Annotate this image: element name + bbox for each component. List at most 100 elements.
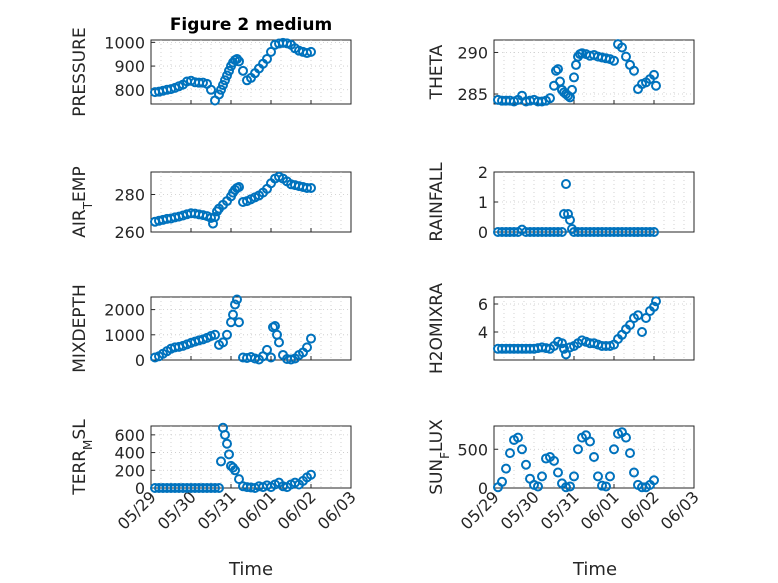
data-point [553, 64, 563, 75]
data-point [569, 471, 579, 482]
y-axis-label-rainfall: RAINFALL [427, 162, 447, 242]
x-tick-label: 06/01 [577, 487, 623, 533]
y-tick-label: 0 [478, 223, 488, 242]
subplot-terr-msl: 05/2905/3005/3106/0106/0206/030200400600… [70, 419, 360, 534]
data-point [593, 471, 603, 482]
data-point [553, 227, 563, 237]
subplot-h2omixra: 4 6 H2OMIXRA [427, 283, 695, 374]
data-point [220, 429, 230, 440]
data-point [234, 474, 244, 485]
data-point [234, 182, 244, 192]
y-tick-label: 0 [135, 351, 145, 370]
data-point [224, 65, 234, 76]
data-point [206, 212, 216, 223]
data-point [609, 55, 619, 66]
data-point [609, 444, 619, 455]
data-point [649, 69, 659, 80]
y-tick-label: 2 [478, 163, 488, 182]
x-tick-label: 06/02 [274, 487, 320, 533]
y-tick-label: 0 [135, 479, 145, 498]
data-point [497, 476, 507, 487]
y-tick-label: 0 [478, 479, 488, 498]
data-point [501, 463, 511, 474]
data-point [597, 480, 607, 491]
data-point [557, 338, 567, 349]
data-point [589, 452, 599, 462]
data-point [238, 65, 248, 76]
data-point [214, 483, 224, 493]
data-point [234, 56, 244, 67]
data-point [649, 475, 659, 486]
data-point [222, 70, 232, 81]
y-axis-label-h2omixra: H2OMIXRA [427, 283, 447, 374]
data-point [567, 84, 577, 95]
x-axis-label-right: Time [572, 559, 617, 580]
data-point [553, 467, 563, 478]
data-point [302, 342, 312, 353]
y-axis-label-terr-msl: TERRMSL [70, 419, 95, 496]
y-axis-label-air-temp: AIRTEMP [70, 166, 95, 237]
data-point [561, 482, 571, 493]
subplot-rainfall: 0 1 2 RAINFALL [427, 162, 695, 242]
data-point [218, 80, 228, 91]
data-point [232, 53, 242, 64]
data-point [232, 294, 242, 305]
data-point [224, 449, 234, 460]
data-point [651, 80, 661, 91]
subplot-air-temp: 260 280 AIRTEMP [70, 166, 352, 242]
y-tick-label: 4 [478, 323, 488, 342]
data-point [266, 352, 276, 363]
data-point [306, 46, 316, 57]
data-point [637, 327, 647, 337]
data-point [214, 89, 224, 100]
x-tick-label: 06/01 [234, 487, 280, 533]
data-point [645, 227, 655, 237]
x-tick-label: 05/31 [194, 487, 240, 533]
data-point [537, 471, 547, 482]
x-tick-label: 05/31 [537, 487, 583, 533]
data-point [517, 444, 527, 455]
y-tick-label: 600 [114, 426, 145, 445]
data-point [230, 299, 240, 310]
y-tick-label: 285 [457, 85, 488, 104]
y-tick-label: 260 [114, 223, 145, 242]
data-point [306, 182, 316, 193]
data-point [569, 72, 579, 83]
data-point [216, 84, 226, 95]
data-point [262, 53, 272, 64]
y-tick-label: 2000 [104, 301, 145, 320]
data-point [625, 448, 635, 459]
subplot-theta: 285 290 THETA [427, 39, 695, 107]
data-point [210, 212, 220, 222]
data-point [565, 215, 575, 225]
data-point [649, 301, 659, 312]
data-point [274, 337, 284, 348]
data-point [228, 309, 238, 320]
y-tick-label: 1000 [104, 326, 145, 345]
data-point [585, 436, 595, 447]
data-point [565, 481, 575, 492]
y-tick-label: 1000 [104, 33, 145, 52]
data-point [557, 227, 567, 237]
y-tick-label: 800 [114, 81, 145, 100]
x-tick-label: 06/03 [657, 487, 703, 533]
data-point [234, 317, 244, 328]
data-point [270, 320, 280, 331]
data-point [573, 444, 583, 455]
y-tick-label: 500 [457, 440, 488, 459]
data-point [537, 96, 547, 107]
data-point [617, 42, 627, 53]
data-point [230, 465, 240, 476]
data-point [513, 432, 523, 443]
data-point [621, 432, 631, 443]
data-point [222, 438, 232, 449]
data-point [561, 179, 571, 189]
data-point [559, 209, 569, 219]
y-tick-label: 290 [457, 43, 488, 62]
x-tick-label: 06/03 [314, 487, 360, 533]
data-point [266, 46, 276, 57]
y-axis-label-mixdepth: MIXDEPTH [70, 284, 90, 373]
data-point [629, 65, 639, 76]
data-point [533, 481, 543, 492]
